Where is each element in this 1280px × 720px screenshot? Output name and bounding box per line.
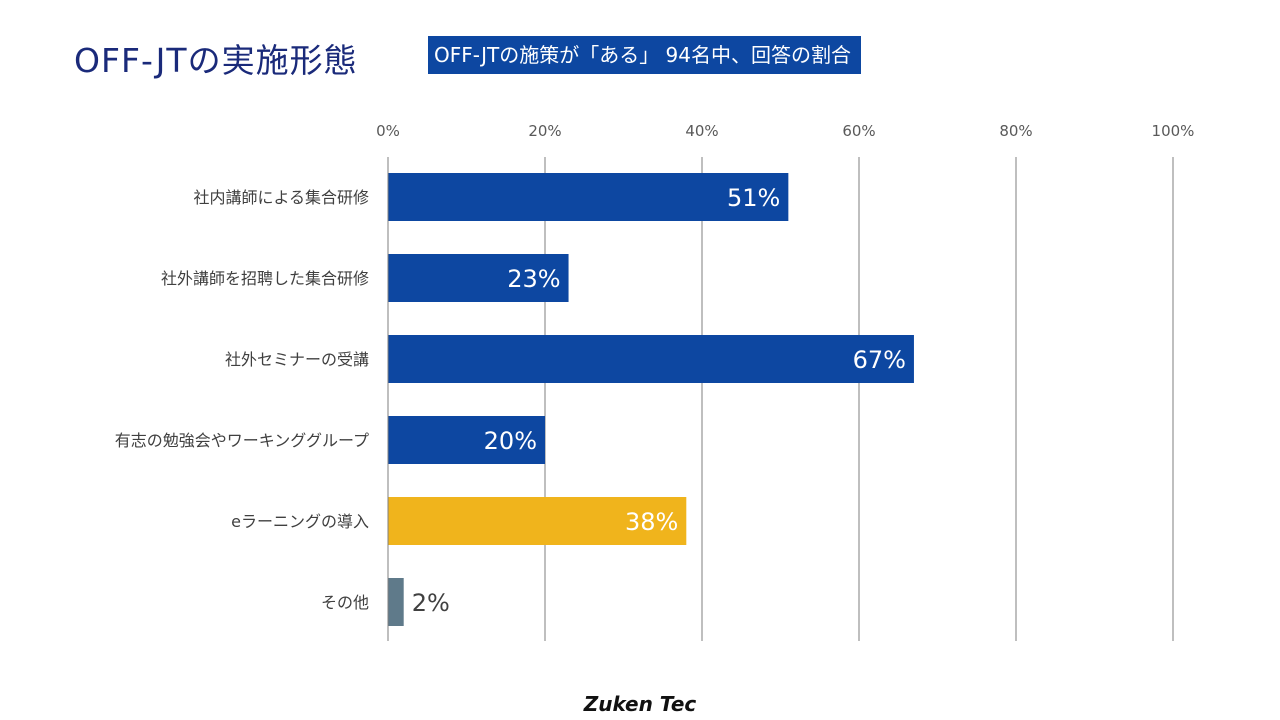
x-tick-label: 40% (685, 122, 718, 140)
x-tick-label: 0% (376, 122, 400, 140)
data-label: 2% (412, 589, 450, 617)
x-tick-label: 100% (1152, 122, 1195, 140)
data-label: 51% (727, 184, 780, 212)
bar (388, 173, 789, 221)
bar (388, 254, 569, 302)
category-label: 社外講師を招聘した集合研修 (161, 269, 369, 288)
data-label: 38% (625, 508, 678, 536)
category-label: 社内講師による集合研修 (193, 188, 369, 207)
x-tick-label: 20% (528, 122, 561, 140)
page-subtitle: OFF-JTの施策が「ある」 94名中、回答の割合 (428, 36, 862, 74)
bar (388, 497, 687, 545)
x-tick-label: 60% (842, 122, 875, 140)
x-tick-label: 80% (999, 122, 1032, 140)
category-label: 有志の勉強会やワーキンググループ (115, 431, 369, 450)
category-label: その他 (321, 593, 369, 612)
data-label: 67% (853, 346, 906, 374)
bar (388, 335, 914, 383)
company-logo: Zuken Tec (583, 692, 697, 716)
data-label: 23% (507, 265, 560, 293)
category-label: eラーニングの導入 (231, 512, 369, 531)
data-label: 20% (484, 427, 537, 455)
page-title: OFF-JTの実施形態 (74, 41, 358, 80)
bar (388, 578, 404, 626)
bar (388, 416, 545, 464)
category-label: 社外セミナーの受講 (225, 350, 369, 369)
